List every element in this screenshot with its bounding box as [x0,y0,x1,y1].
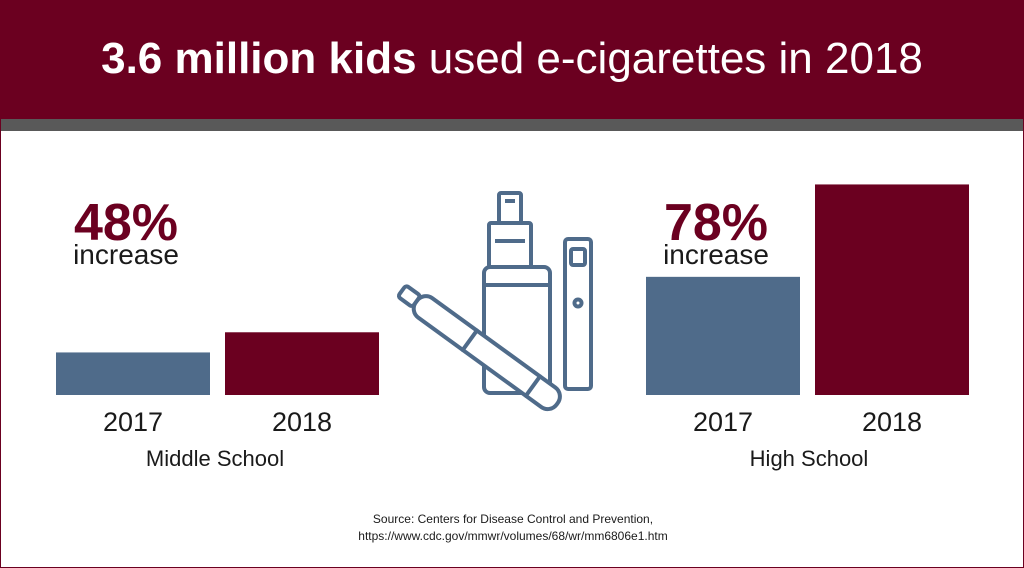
high-school-tick-label-2017: 2017 [693,407,753,437]
source-url: https://www.cdc.gov/mmwr/volumes/68/wr/m… [358,529,668,543]
title-rest: used e-cigarettes in 2018 [428,34,923,83]
high-school-bar-2017 [646,276,800,395]
vape-mod-icon [482,191,552,395]
high-school-increase-label: increase [663,239,769,270]
high-school-percent: 78% [663,194,769,252]
middle-school-bar-2017 [56,352,210,395]
page-title: 3.6 million kids used e-cigarettes in 20… [1,31,1023,87]
high-school-bar-2018 [815,184,969,395]
middle-school-increase-label: increase [73,239,179,270]
source-line-1: Source: Centers for Disease Control and … [372,512,654,526]
title-banner [1,1,1023,119]
title-highlight: 3.6 million kids [101,34,417,83]
high-school-tick-label-2018: 2018 [862,407,922,437]
middle-school-label: Middle School [145,446,285,471]
middle-school-percent: 48% [73,194,179,252]
pod-vape-icon [563,237,593,391]
middle-school-tick-label-2017: 2017 [103,407,163,437]
vape-pen-icon [396,284,562,412]
high-school-label: High School [749,446,869,471]
middle-school-tick-label-2018: 2018 [272,407,332,437]
middle-school-bar-2018 [225,332,379,395]
source-note: Source: Centers for Disease Control and … [263,511,763,545]
banner-divider [1,119,1023,131]
